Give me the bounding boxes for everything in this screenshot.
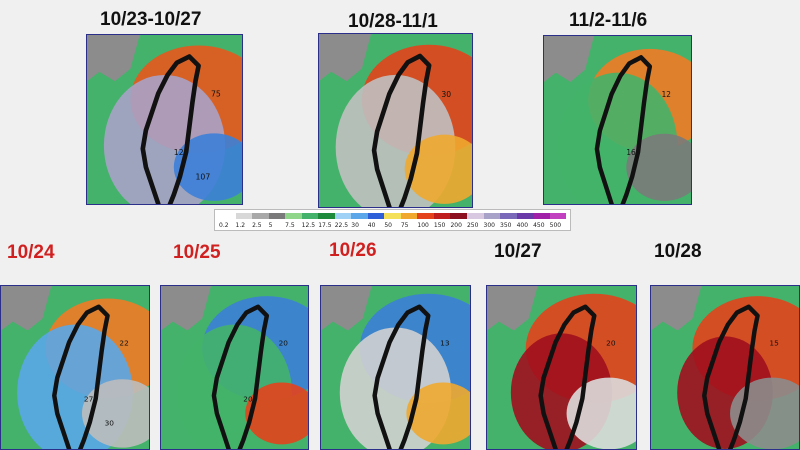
station-value: 75 (211, 89, 221, 98)
station-value: 120 (174, 148, 189, 157)
legend-tick: 150 (433, 222, 446, 229)
legend-swatch (483, 213, 501, 219)
station-value: 12 (662, 90, 672, 99)
rainfall-area (173, 133, 242, 201)
station-value: 16 (626, 148, 636, 157)
taiwan-outline (702, 304, 760, 449)
legend-tick: 200 (450, 222, 462, 229)
legend-swatch (384, 213, 401, 219)
legend-swatch (466, 213, 484, 219)
legend-swatch (533, 213, 550, 219)
legend-color-bar (219, 213, 567, 219)
legend-tick: 7.5 (285, 222, 295, 229)
legend-tick: 30 (351, 222, 359, 229)
legend-swatch (268, 213, 286, 219)
legend-tick: 50 (384, 222, 392, 229)
legend-tick: 450 (533, 222, 545, 229)
legend-swatch (252, 213, 269, 219)
rainfall-map: 12 16 (543, 35, 692, 205)
legend-swatch (334, 213, 352, 219)
legend-swatch (351, 213, 368, 219)
map-label: 10/28-11/1 (348, 11, 438, 32)
china-coast (487, 286, 538, 331)
legend-swatch (500, 213, 517, 219)
china-coast (544, 36, 594, 82)
legend-swatch (417, 213, 434, 219)
taiwan-outline (371, 53, 432, 207)
station-value: 20 (606, 338, 616, 347)
legend-swatch (219, 213, 236, 219)
legend-tick-labels: 0.2 1.2 2.5 5 7.5 12.5 17.5 22.5 30 40 50 75 100 150 2… (219, 222, 566, 230)
legend-tick: 300 (483, 222, 495, 229)
taiwan-outline (594, 55, 653, 204)
taiwan-outline (140, 54, 201, 204)
legend-swatch (433, 213, 451, 219)
rainfall-map: 30 (318, 33, 473, 208)
legend-tick: 500 (549, 222, 562, 229)
legend-tick: 250 (466, 222, 479, 229)
rainfall-area (626, 133, 691, 201)
legend-tick: 12.5 (301, 222, 316, 229)
legend-swatch (450, 213, 467, 219)
station-value: 13 (440, 338, 450, 347)
legend-tick: 5 (268, 222, 273, 229)
rainfall-area (406, 382, 470, 445)
station-value: 15 (769, 338, 779, 347)
station-value: 20 (279, 338, 289, 347)
map-label: 10/24 (7, 242, 55, 263)
legend-swatch (318, 213, 335, 219)
legend-swatch (549, 213, 567, 219)
station-value: 22 (119, 338, 128, 347)
legend-swatch (516, 213, 534, 219)
map-label: 10/23-10/27 (100, 9, 202, 30)
station-value: 30 (105, 418, 115, 427)
rainfall-map: 20 20 (160, 285, 309, 450)
rainfall-area (245, 382, 308, 445)
china-coast (651, 286, 702, 331)
legend-tick: 100 (417, 222, 429, 229)
map-label: 10/26 (329, 240, 377, 261)
china-coast (161, 286, 211, 331)
taiwan-outline (372, 304, 431, 449)
legend-swatch (400, 213, 418, 219)
rainfall-map: 22 27 30 (0, 285, 150, 450)
legend-tick: 2.5 (252, 222, 262, 229)
station-value: 27 (84, 395, 94, 404)
legend-tick: 22.5 (334, 222, 349, 229)
legend-tick: 0.2 (219, 222, 229, 229)
rainfall-map: 15 (650, 285, 800, 450)
rainfall-area (81, 379, 149, 448)
legend-tick: 1.2 (235, 222, 246, 229)
map-label: 10/28 (654, 241, 702, 262)
legend-swatch (235, 213, 253, 219)
taiwan-outline (211, 304, 270, 449)
legend-swatch (285, 213, 302, 219)
legend-tick: 350 (500, 222, 512, 229)
legend-tick: 17.5 (318, 222, 332, 229)
station-value: 107 (195, 172, 210, 181)
rainfall-area (404, 134, 472, 204)
china-coast (319, 34, 372, 82)
station-value: 20 (243, 395, 253, 404)
china-coast (87, 35, 140, 82)
rainfall-map: 20 (486, 285, 637, 450)
map-label: 10/25 (173, 242, 221, 263)
legend-tick: 75 (400, 222, 409, 229)
china-coast (321, 286, 372, 331)
station-value: 30 (441, 90, 451, 99)
rainfall-map: 75 120 107 (86, 34, 243, 205)
map-label: 11/2-11/6 (569, 10, 648, 31)
legend-tick: 400 (516, 222, 529, 229)
legend-tick: 40 (367, 222, 376, 229)
china-coast (1, 286, 52, 331)
legend-swatch (301, 213, 319, 219)
taiwan-outline (538, 304, 597, 449)
taiwan-outline (52, 304, 110, 449)
precipitation-legend: 0.2 1.2 2.5 5 7.5 12.5 17.5 22.5 30 40 50 75 100 150 2… (214, 209, 571, 231)
rainfall-map: 13 (320, 285, 471, 450)
map-label: 10/27 (494, 241, 542, 262)
legend-swatch (367, 213, 385, 219)
